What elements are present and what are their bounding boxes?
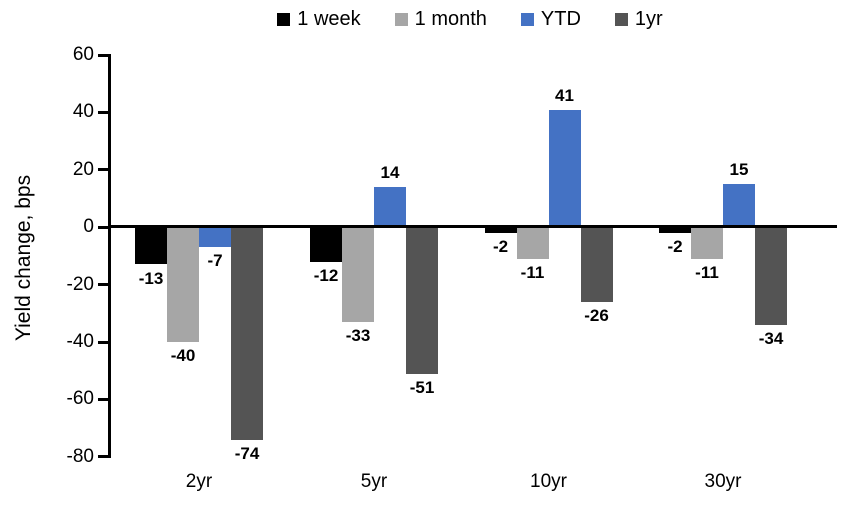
legend-swatch-icon xyxy=(614,12,628,26)
x-axis-label: 5yr xyxy=(360,471,388,492)
legend-item-1-month: 1 month xyxy=(394,6,487,32)
y-axis-tick-label: -20 xyxy=(66,273,94,295)
data-label: -11 xyxy=(695,262,719,282)
legend-label: 1 week xyxy=(297,8,361,30)
bar-YTD-10yr xyxy=(548,109,581,228)
data-label: -40 xyxy=(170,346,196,365)
bar-1-week-5yr xyxy=(310,227,342,262)
legend-swatch-icon xyxy=(277,12,291,26)
data-label: -51 xyxy=(409,377,435,397)
y-axis-tick xyxy=(98,397,108,401)
legend-label: YTD xyxy=(540,8,581,30)
y-axis-tick xyxy=(98,168,108,172)
legend-label: 1 month xyxy=(414,8,487,30)
x-axis-label: 2yr xyxy=(185,471,213,492)
y-axis-tick xyxy=(98,110,108,114)
bar-1-month-30yr xyxy=(691,227,723,259)
y-axis-tick xyxy=(98,455,108,459)
zero-axis-line xyxy=(108,225,837,229)
legend-item-1-week: 1 week xyxy=(277,6,361,32)
y-axis-tick xyxy=(98,340,108,344)
bar-1yr-5yr xyxy=(406,227,438,374)
bar-1yr-30yr xyxy=(755,227,787,325)
bar-1-week-10yr xyxy=(484,227,517,233)
data-label: 41 xyxy=(555,85,574,105)
bar-1yr-10yr xyxy=(580,227,613,302)
y-axis-tick-label: 20 xyxy=(72,158,94,180)
data-label: -34 xyxy=(758,328,784,348)
data-label: -13 xyxy=(138,268,164,288)
legend-swatch-icon xyxy=(394,12,408,26)
y-axis-tick xyxy=(98,53,108,57)
bar-1-month-2yr xyxy=(167,227,199,342)
bar-1-month-5yr xyxy=(342,227,374,322)
bar-YTD-30yr xyxy=(723,184,755,228)
data-label: -2 xyxy=(492,236,509,256)
legend-item-YTD: YTD xyxy=(520,6,581,32)
y-axis-tick-label: 60 xyxy=(72,44,94,65)
chart-legend: 1 week 1 month YTD 1yr xyxy=(0,6,852,32)
y-axis-tick-label: -80 xyxy=(66,445,94,467)
bar-1-month-10yr xyxy=(516,227,549,259)
legend-swatch-icon xyxy=(520,12,534,26)
data-label: -33 xyxy=(345,325,371,345)
bar-YTD-5yr xyxy=(374,187,406,228)
y-axis-tick-label: -40 xyxy=(66,331,94,352)
legend-item-1yr: 1yr xyxy=(614,6,663,32)
bar-1yr-2yr xyxy=(231,227,263,440)
legend-label: 1yr xyxy=(634,8,663,30)
data-label: -26 xyxy=(584,305,609,325)
y-axis-tick-label: 0 xyxy=(83,216,94,238)
data-label: -74 xyxy=(234,443,260,463)
data-label: -12 xyxy=(313,265,339,285)
data-label: -2 xyxy=(667,236,683,256)
x-axis-label: 10yr xyxy=(530,471,567,492)
data-label: 14 xyxy=(380,163,400,183)
bar-YTD-2yr xyxy=(199,227,231,248)
bar-1-week-2yr xyxy=(135,227,167,265)
y-axis-tick-label: 40 xyxy=(72,101,94,123)
y-axis-tick xyxy=(98,225,108,229)
bar-1-week-30yr xyxy=(659,227,691,233)
y-axis-line xyxy=(108,54,111,458)
y-axis-tick xyxy=(98,283,108,287)
y-axis-tick-label: -60 xyxy=(66,388,94,410)
x-axis-label: 30yr xyxy=(704,471,742,492)
data-label: -7 xyxy=(207,251,223,271)
data-label: -11 xyxy=(520,262,545,282)
data-label: 15 xyxy=(729,160,749,180)
